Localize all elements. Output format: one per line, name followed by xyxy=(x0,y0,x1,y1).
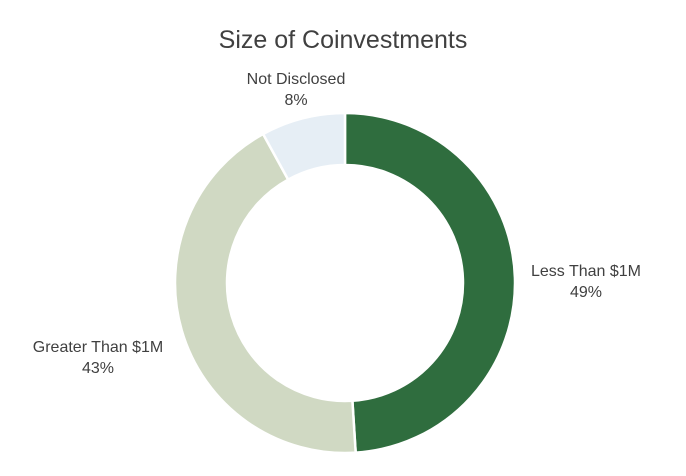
slice-label-greater-than-1m: Greater Than $1M xyxy=(33,339,163,356)
labels-group: Less Than $1M 49% Greater Than $1M 43% Not D… xyxy=(33,71,641,377)
slice-value-less-than-1m: 49% xyxy=(570,284,602,301)
slice-label-less-than-1m: Less Than $1M xyxy=(531,263,641,280)
slice-value-not-disclosed: 8% xyxy=(284,92,307,109)
slices-group xyxy=(173,111,517,455)
slice-greater-than-1m xyxy=(173,132,358,455)
slice-not-disclosed xyxy=(261,111,347,182)
chart-title: Size of Coinvestments xyxy=(219,26,468,54)
slice-value-greater-than-1m: 43% xyxy=(82,360,114,377)
slice-less-than-1m xyxy=(343,111,517,454)
slice-label-not-disclosed: Not Disclosed xyxy=(247,71,346,88)
